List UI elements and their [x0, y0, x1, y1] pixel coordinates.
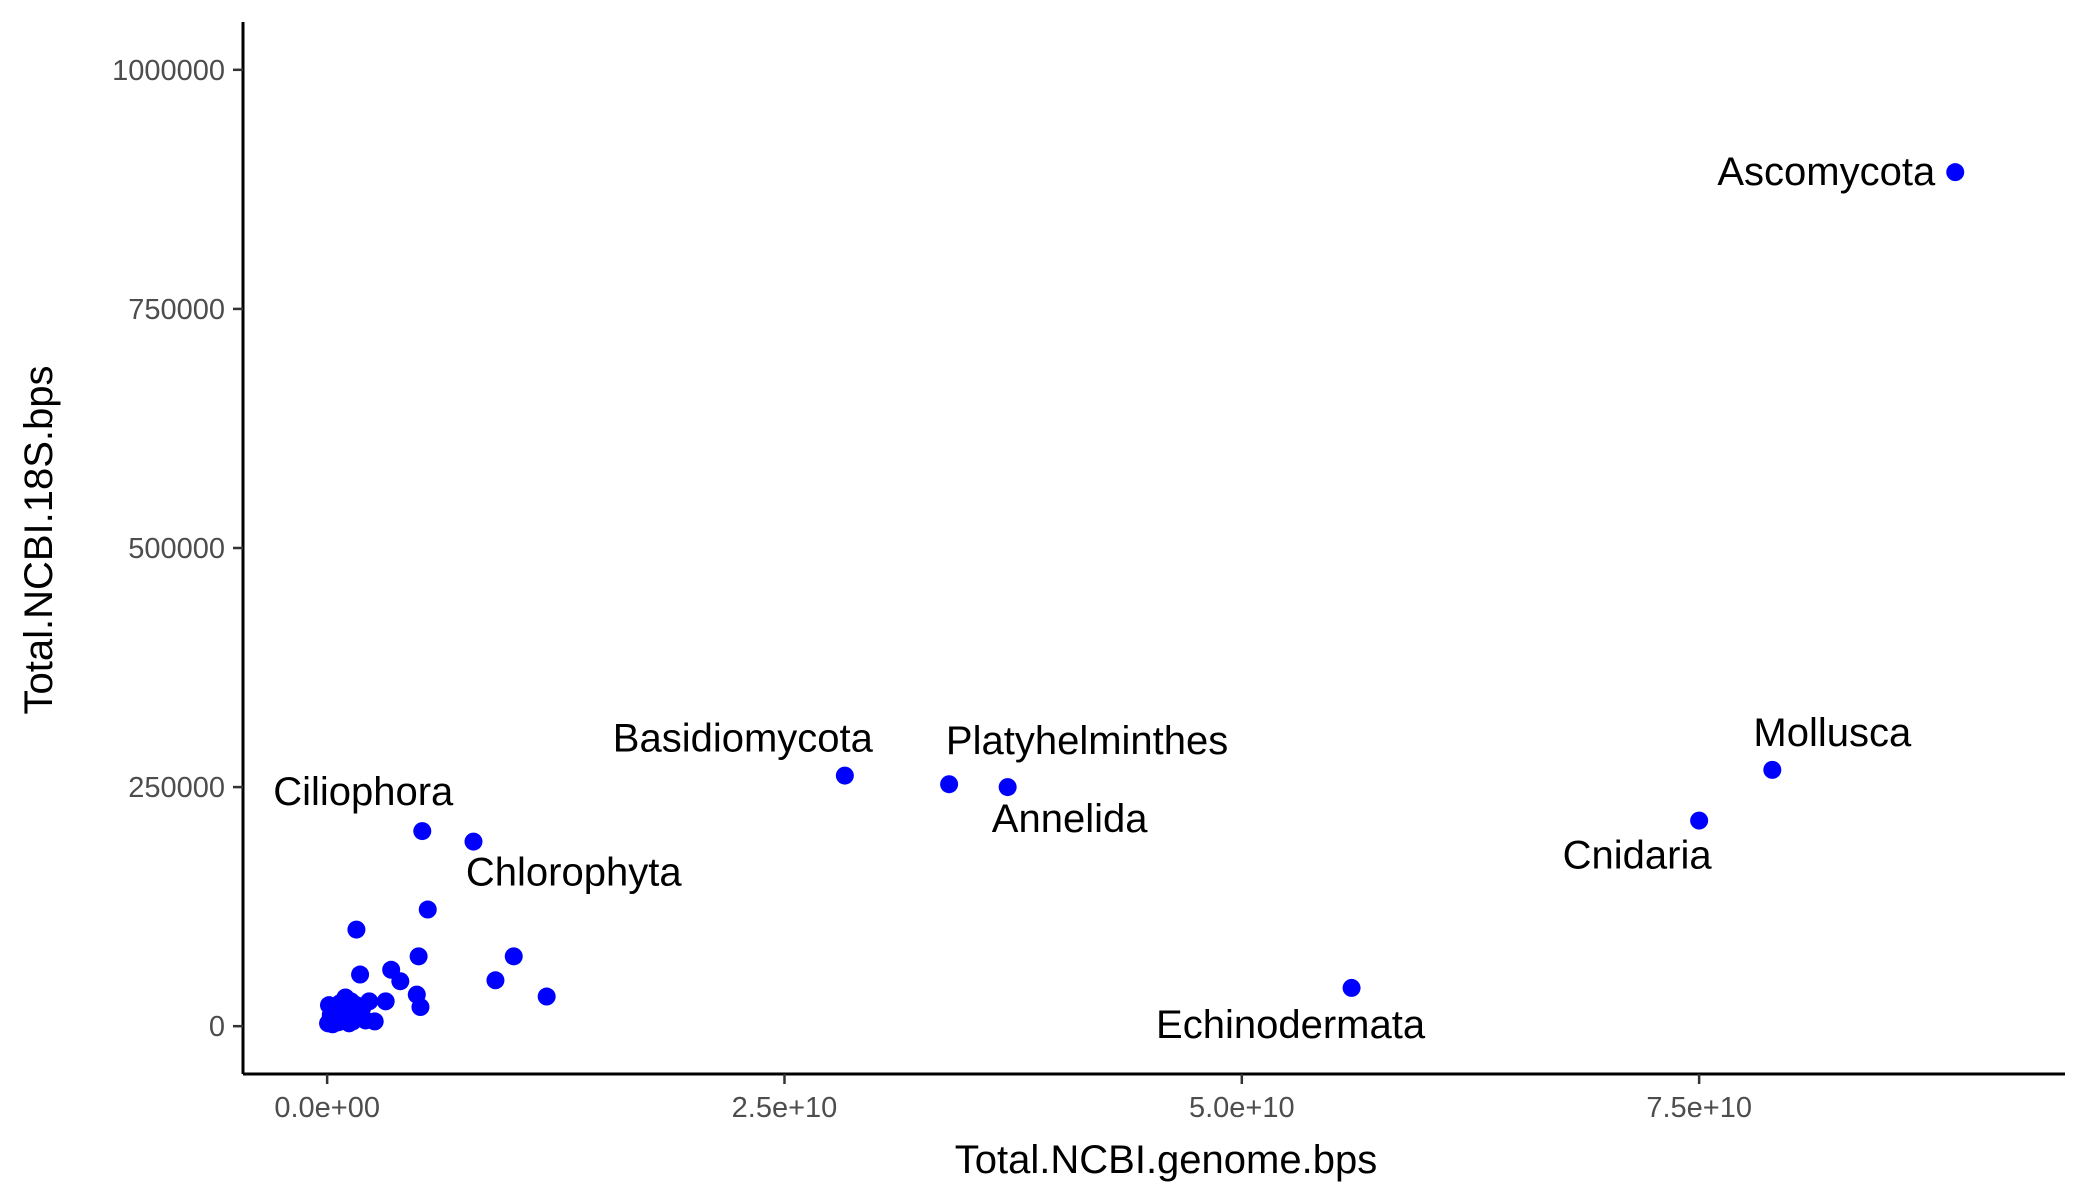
data-point	[391, 972, 410, 991]
data-point	[334, 999, 353, 1018]
x-axis-title: Total.NCBI.genome.bps	[955, 1138, 1377, 1182]
data-point	[1763, 760, 1782, 779]
point-label: Annelida	[992, 797, 1148, 841]
data-point	[940, 775, 959, 794]
point-label: Echinodermata	[1156, 1003, 1426, 1047]
data-point	[418, 900, 437, 919]
point-label: Cnidaria	[1563, 834, 1713, 878]
y-tick-label: 0	[209, 1011, 225, 1043]
data-point	[320, 1011, 339, 1030]
data-point	[835, 766, 854, 785]
data-point	[413, 822, 432, 841]
point-label: Ciliophora	[273, 770, 454, 814]
data-point	[351, 965, 370, 984]
y-tick-label: 250000	[128, 772, 225, 804]
data-point	[504, 947, 523, 966]
data-point	[365, 1012, 384, 1031]
y-axis-title: Total.NCBI.18S.bps	[17, 365, 61, 714]
data-point	[409, 947, 428, 966]
x-tick-label: 5.0e+10	[1189, 1092, 1295, 1124]
y-tick-label: 750000	[128, 294, 225, 326]
ticks: 0.0e+00 2.5e+10 5.0e+10 7.5e+10 0 250000 50000…	[112, 55, 1752, 1124]
data-point	[486, 971, 505, 990]
data-point	[998, 778, 1017, 797]
x-tick-label: 2.5e+10	[732, 1092, 838, 1124]
x-tick-label: 0.0e+00	[274, 1092, 380, 1124]
data-point	[376, 992, 395, 1011]
data-point	[340, 1014, 359, 1033]
data-point	[537, 987, 556, 1006]
point-label: Chlorophyta	[466, 851, 682, 895]
data-point	[1690, 811, 1709, 830]
point-label: Platyhelminthes	[946, 719, 1228, 763]
point-label: Mollusca	[1753, 711, 1912, 755]
point-label: Ascomycota	[1717, 150, 1936, 194]
data-point	[347, 920, 366, 939]
point-label: Basidiomycota	[613, 717, 874, 761]
data-point	[464, 832, 483, 851]
y-tick-label: 500000	[128, 533, 225, 565]
point-labels: Ascomycota Mollusca Cnidaria Echinodermata B…	[273, 150, 1936, 1047]
data-point	[407, 985, 426, 1004]
data-point	[1342, 978, 1361, 997]
y-tick-label: 1000000	[112, 55, 225, 87]
data-point	[1946, 163, 1965, 182]
x-tick-label: 7.5e+10	[1646, 1092, 1752, 1124]
data-points	[319, 163, 1965, 1034]
